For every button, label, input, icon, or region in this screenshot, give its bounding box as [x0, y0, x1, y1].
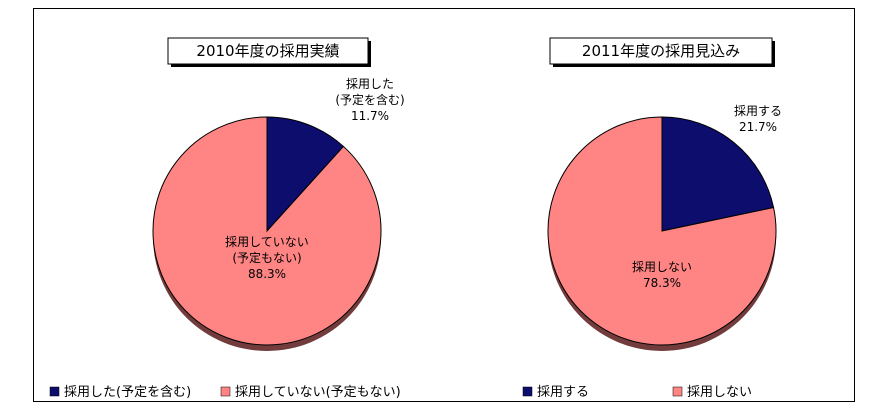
legend-swatch — [220, 386, 231, 397]
slice-label-2: (予定もない) — [232, 250, 301, 265]
slice-label-2: 88.3% — [248, 267, 286, 281]
pie-slice-1 — [266, 116, 345, 233]
chart-title: 2011年度の採用見込み — [582, 42, 740, 60]
slice-label-1: 21.7% — [739, 120, 777, 134]
chart-title: 2010年度の採用実績 — [196, 42, 339, 60]
pie-slice-2 — [152, 116, 382, 346]
legend-label: 採用する — [537, 385, 589, 400]
slice-label-2: 採用していない — [225, 235, 309, 249]
slice-label-1: 採用した — [346, 77, 394, 91]
legend-label: 採用しない — [687, 385, 752, 400]
slice-label-2: 78.3% — [643, 276, 681, 290]
slice-label-1: 採用する — [734, 104, 782, 118]
chart-title-box — [167, 37, 369, 65]
legend-label: 採用した(予定を含む) — [64, 384, 191, 400]
chart-title-box — [549, 37, 773, 65]
legend-swatch — [49, 386, 60, 397]
slice-label-1: 11.7% — [351, 109, 389, 123]
legend-label: 採用していない(予定もない) — [235, 385, 401, 400]
slice-label-2: 採用しない — [632, 260, 692, 274]
pie-slice-1 — [661, 116, 775, 232]
pie-slice-2 — [547, 116, 777, 346]
legend-swatch — [522, 386, 533, 397]
legend-swatch — [672, 386, 683, 397]
slice-label-1: (予定を含む) — [335, 92, 404, 107]
